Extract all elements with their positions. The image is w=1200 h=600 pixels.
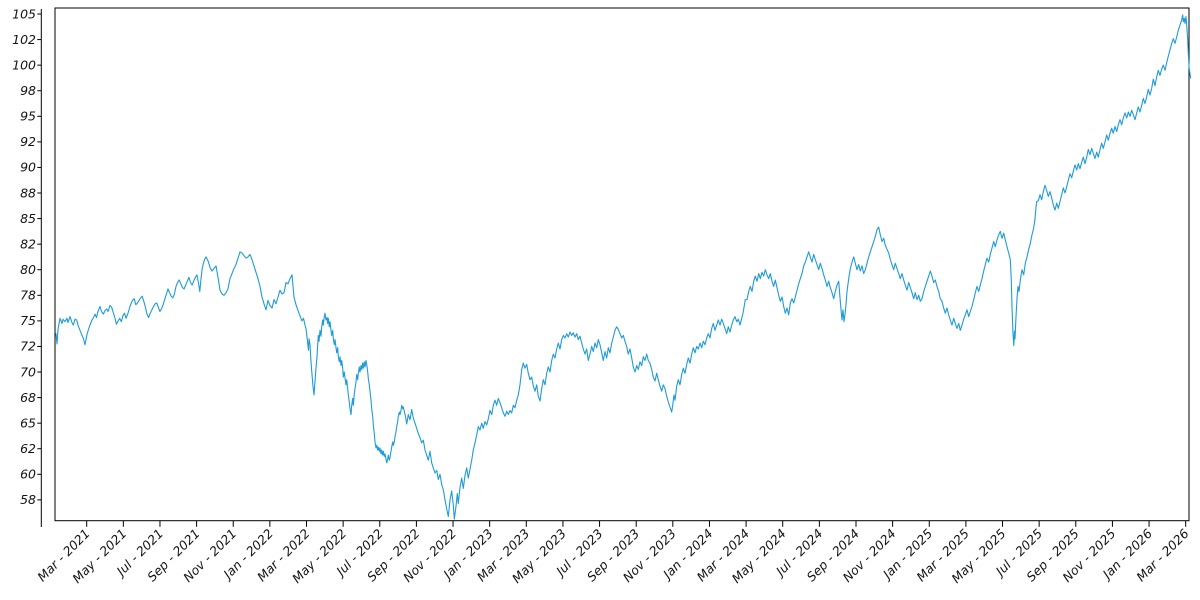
plot-frame [54,7,1190,522]
y-tick-label: 70 [20,364,36,379]
y-tick-label: 78 [20,288,36,303]
y-tick-label: 98 [20,83,36,98]
y-tick-label: 85 [20,211,36,226]
price-index-line [55,14,1192,520]
y-tick-label: 82 [20,236,36,251]
y-tick-label: 72 [20,339,36,354]
y-tick-label: 65 [20,415,36,430]
y-tick-label: 105 [12,6,36,21]
y-tick-label: 62 [20,441,36,456]
y-tick-label: 102 [12,32,36,47]
y-tick-label: 68 [20,390,36,405]
y-tick-label: 75 [20,313,36,328]
y-tick-label: 90 [20,160,36,175]
y-tick-label: 100 [12,57,36,72]
y-tick-label: 60 [20,467,36,482]
y-tick-label: 95 [20,109,36,124]
y-tick-label: 88 [20,185,36,200]
y-tick-label: 92 [20,134,36,149]
y-tick-label: 80 [20,262,36,277]
y-tick-label: 58 [20,492,36,507]
